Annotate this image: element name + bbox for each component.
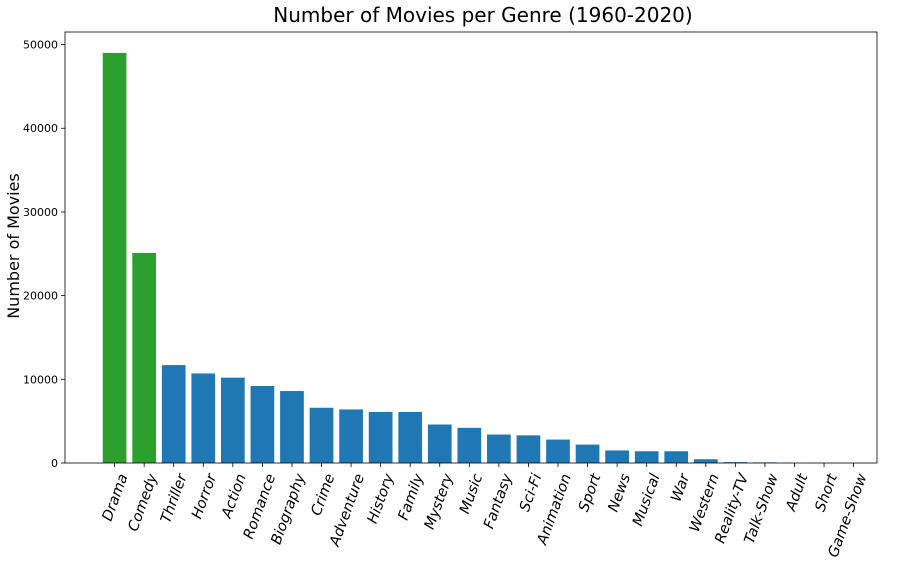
bar-comedy (132, 252, 157, 463)
x-tick-label: Fantasy (481, 471, 516, 531)
x-tick-label: News (606, 471, 635, 514)
bar-news (605, 450, 629, 463)
x-tick-label: Musical (630, 472, 664, 528)
x-tick-label: Crime (309, 472, 339, 518)
bar-drama (102, 52, 127, 464)
x-tick-label: History (365, 471, 398, 525)
bar-action (220, 377, 245, 463)
x-tick-label: Mystery (422, 471, 457, 531)
bar-history (368, 411, 393, 463)
x-axis-ticks: DramaComedyThrillerHorrorActionRomanceBi… (100, 463, 871, 560)
bar-musical (634, 451, 659, 463)
y-tick-label: 50000 (23, 39, 58, 52)
y-tick-label: 0 (51, 457, 58, 470)
bar-sci-fi (516, 435, 541, 463)
y-tick-label: 10000 (23, 373, 58, 386)
x-tick-label: War (668, 471, 693, 504)
bar-family (398, 411, 423, 463)
bar-music (457, 427, 482, 463)
bar-war (664, 451, 689, 463)
x-tick-label: Sport (576, 471, 605, 514)
x-tick-label: Drama (100, 472, 132, 524)
bar-biography (280, 391, 304, 463)
x-tick-label: Family (396, 471, 428, 522)
bar-fantasy (487, 434, 511, 463)
plot-area-frame (64, 31, 878, 464)
bar-thriller (161, 365, 186, 463)
bar-romance (250, 386, 275, 463)
x-tick-label: Adult (783, 471, 812, 514)
bar-reality-tv (723, 462, 748, 463)
x-tick-label: Comedy (126, 471, 162, 533)
x-tick-label: Thriller (158, 471, 191, 525)
chart-title: Number of Movies per Genre (1960-2020) (273, 3, 692, 27)
x-tick-label: Action (219, 472, 250, 521)
bar-crime (309, 407, 334, 463)
y-tick-label: 30000 (23, 206, 58, 219)
y-tick-label: 20000 (23, 290, 58, 303)
y-tick-label: 40000 (23, 122, 58, 135)
y-axis-ticks: 0 10000 20000 30000 40000 50000 (23, 39, 65, 470)
bars-layer (102, 52, 866, 464)
bar-western (693, 459, 718, 463)
bar-horror (191, 373, 216, 463)
bar-animation (546, 439, 570, 463)
bar-adventure (339, 409, 363, 463)
x-tick-label: Short (813, 471, 842, 514)
x-tick-label: Horror (189, 471, 220, 521)
bar-mystery (427, 424, 452, 463)
bar-sport (575, 444, 600, 463)
x-tick-label: Music (457, 472, 486, 516)
x-tick-label: Sci-Fi (517, 472, 545, 514)
y-axis-label: Number of Movies (4, 173, 23, 319)
